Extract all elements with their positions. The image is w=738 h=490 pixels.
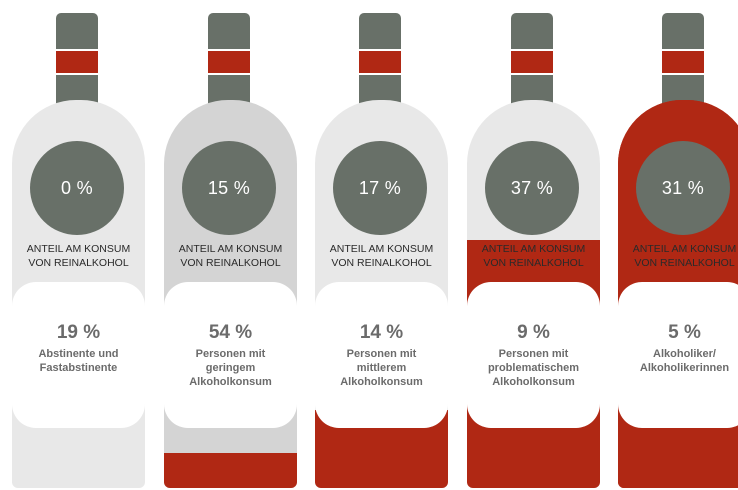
group-description: Personen mit problematischem Alkoholkonsum: [467, 347, 600, 389]
population-card: 9 % Personen mit problematischem Alkoholkon…: [467, 282, 600, 428]
bottle-neck-cap: [662, 13, 704, 49]
population-card: 54 % Personen mit geringem Alkoholkonsum: [164, 282, 297, 428]
bottle-neck-cap: [359, 13, 401, 49]
group-description-line: Alkoholikerinnen: [639, 362, 730, 374]
population-card: 19 % Abstinente und Fastabstinente: [12, 282, 145, 428]
group-description-line: Personen mit: [498, 348, 569, 360]
bottle-body: 31 % ANTEIL AM KONSUM VON REINALKOHOL 5 % Al…: [618, 100, 738, 488]
bottle: 31 % ANTEIL AM KONSUM VON REINALKOHOL 5 % Al…: [616, 0, 738, 490]
bottle-neck-cap: [511, 13, 553, 49]
share-label-line: ANTEIL AM KONSUM: [329, 243, 434, 255]
group-description-line: Abstinente und: [38, 348, 119, 360]
consumption-share-circle: 37 %: [485, 141, 579, 235]
bottle-body: 0 % ANTEIL AM KONSUM VON REINALKOHOL 19 % Ab…: [12, 100, 145, 488]
share-label-line: VON REINALKOHOL: [331, 257, 432, 269]
population-card: 14 % Personen mit mittlerem Alkoholkonsum: [315, 282, 448, 428]
group-description: Personen mit geringem Alkoholkonsum: [164, 347, 297, 389]
share-label-line: ANTEIL AM KONSUM: [26, 243, 131, 255]
population-share: 9 %: [517, 322, 550, 343]
share-label: ANTEIL AM KONSUM VON REINALKOHOL: [315, 242, 448, 270]
share-label-line: VON REINALKOHOL: [483, 257, 584, 269]
group-description-line: Fastabstinente: [39, 362, 118, 374]
bottle-body: 17 % ANTEIL AM KONSUM VON REINALKOHOL 14 % P…: [315, 100, 448, 488]
group-description: Alkoholiker/Alkoholikerinnen: [618, 347, 738, 375]
group-description-line: Personen mit: [346, 348, 417, 360]
consumption-share-circle: 0 %: [30, 141, 124, 235]
group-description-line: Alkoholkonsum: [492, 376, 575, 388]
share-label-line: VON REINALKOHOL: [180, 257, 281, 269]
share-label-line: VON REINALKOHOL: [28, 257, 129, 269]
bottle-neck-band: [56, 51, 98, 73]
consumption-share-circle: 15 %: [182, 141, 276, 235]
bottle-body: 15 % ANTEIL AM KONSUM VON REINALKOHOL 54 % P…: [164, 100, 297, 488]
bottle-neck-cap: [56, 13, 98, 49]
share-label-line: ANTEIL AM KONSUM: [481, 243, 586, 255]
population-share: 14 %: [359, 322, 404, 343]
group-description: Abstinente und Fastabstinente: [12, 347, 145, 375]
share-label-line: VON REINALKOHOL: [634, 257, 735, 269]
bottle: 17 % ANTEIL AM KONSUM VON REINALKOHOL 14 % P…: [313, 0, 455, 490]
bottle: 0 % ANTEIL AM KONSUM VON REINALKOHOL 19 % Ab…: [10, 0, 152, 490]
bottle-neck-cap: [208, 13, 250, 49]
consumption-share-circle: 17 %: [333, 141, 427, 235]
group-description-line: Alkoholiker/: [653, 348, 716, 360]
share-label-line: ANTEIL AM KONSUM: [178, 243, 283, 255]
bottle-body: 37 % ANTEIL AM KONSUM VON REINALKOHOL 9 % Pe…: [467, 100, 600, 488]
group-description-line: Personen mit: [195, 348, 266, 360]
consumption-fill: [164, 453, 297, 488]
bottle-neck-band: [208, 51, 250, 73]
bottle-neck-band: [359, 51, 401, 73]
population-share: 54 %: [208, 322, 253, 343]
group-description-line: Alkoholkonsum: [189, 376, 272, 388]
share-label: ANTEIL AM KONSUM VON REINALKOHOL: [164, 242, 297, 270]
population-share: 5 %: [668, 322, 701, 343]
group-description-line: mittlerem: [356, 362, 407, 374]
group-description-line: Alkoholkonsum: [340, 376, 423, 388]
share-label: ANTEIL AM KONSUM VON REINALKOHOL: [618, 242, 738, 270]
population-share: 19 %: [56, 322, 101, 343]
bottle: 15 % ANTEIL AM KONSUM VON REINALKOHOL 54 % P…: [162, 0, 304, 490]
bottle-neck-band: [662, 51, 704, 73]
group-description-line: problematischem: [487, 362, 580, 374]
share-label: ANTEIL AM KONSUM VON REINALKOHOL: [12, 242, 145, 270]
group-description: Personen mit mittlerem Alkoholkonsum: [315, 347, 448, 389]
bottle-neck-band: [511, 51, 553, 73]
population-card: 5 % Alkoholiker/Alkoholikerinnen: [618, 282, 738, 428]
group-description-line: geringem: [205, 362, 256, 374]
share-label: ANTEIL AM KONSUM VON REINALKOHOL: [467, 242, 600, 270]
bottle: 37 % ANTEIL AM KONSUM VON REINALKOHOL 9 % Pe…: [465, 0, 607, 490]
share-label-line: ANTEIL AM KONSUM: [632, 243, 737, 255]
consumption-share-circle: 31 %: [636, 141, 730, 235]
